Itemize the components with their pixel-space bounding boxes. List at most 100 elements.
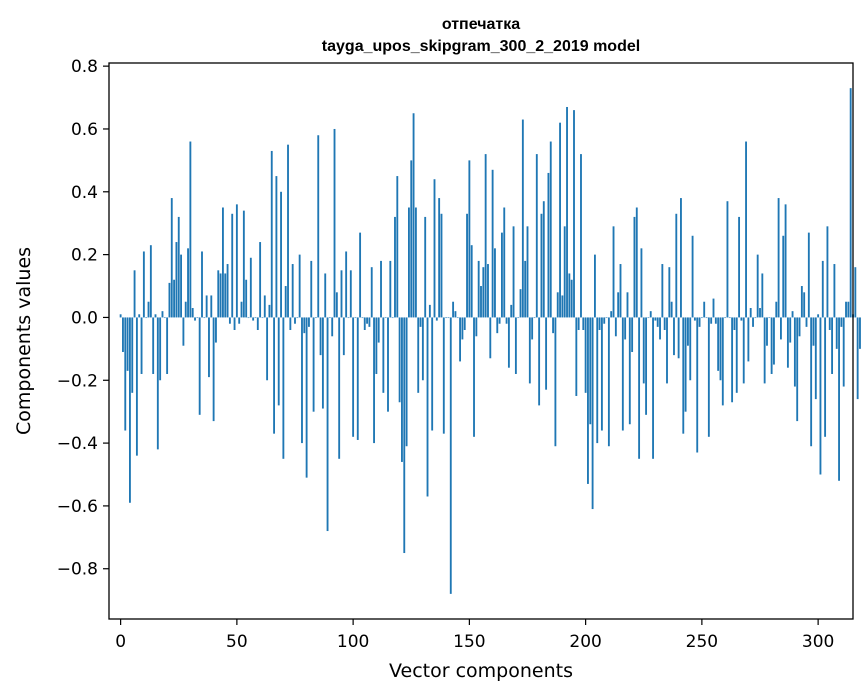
- bar: [538, 317, 541, 406]
- bar: [817, 314, 820, 318]
- bar: [380, 260, 382, 318]
- bar: [287, 144, 289, 318]
- bar: [566, 106, 568, 318]
- bar: [631, 317, 634, 352]
- bar: [689, 317, 692, 381]
- bar: [610, 311, 613, 318]
- bar: [535, 154, 538, 318]
- bar: [780, 317, 782, 340]
- bar: [505, 317, 508, 324]
- bar: [122, 317, 124, 352]
- bar: [605, 317, 608, 319]
- bar: [270, 150, 273, 318]
- bar: [763, 317, 766, 384]
- bar: [305, 317, 308, 478]
- bar: [154, 314, 157, 318]
- bar: [612, 226, 615, 318]
- bar: [324, 273, 327, 318]
- bar: [721, 317, 724, 406]
- bar: [268, 304, 271, 318]
- bar: [540, 213, 543, 318]
- bar: [470, 245, 473, 318]
- bar: [563, 226, 566, 318]
- y-tick-label: −0.2: [57, 371, 98, 391]
- bar: [345, 251, 348, 318]
- bar: [645, 317, 648, 415]
- bar: [321, 317, 324, 409]
- bar: [663, 317, 666, 330]
- bar: [447, 317, 450, 319]
- bar: [459, 317, 461, 362]
- bar: [617, 292, 620, 318]
- bar: [596, 317, 599, 444]
- bar: [489, 317, 492, 359]
- bar: [677, 317, 680, 359]
- bar: [280, 191, 282, 318]
- bar: [589, 317, 592, 425]
- bar: [138, 314, 141, 318]
- bar: [210, 295, 213, 318]
- bar: [375, 317, 378, 374]
- bar: [793, 317, 796, 387]
- bar: [591, 317, 594, 510]
- bar: [735, 317, 738, 393]
- bar: [368, 317, 371, 327]
- bar: [545, 317, 548, 390]
- bar: [552, 317, 555, 334]
- bar: [682, 317, 685, 434]
- bar: [775, 301, 778, 318]
- bar: [468, 160, 471, 318]
- y-tick-label: 0.6: [71, 120, 98, 140]
- bar: [752, 317, 754, 327]
- bar: [633, 216, 636, 318]
- bar: [680, 198, 682, 318]
- x-tick-label: 0: [115, 632, 126, 652]
- bar: [728, 317, 731, 319]
- bar: [424, 216, 427, 318]
- bar: [691, 235, 694, 318]
- bar: [352, 317, 355, 437]
- bar: [656, 317, 659, 327]
- bar: [159, 317, 162, 381]
- bar: [714, 317, 717, 324]
- bar: [733, 317, 736, 330]
- bar: [496, 317, 499, 334]
- bar: [756, 254, 759, 318]
- bar: [494, 248, 496, 318]
- bar: [782, 235, 785, 318]
- bar: [742, 317, 745, 384]
- bar: [568, 273, 571, 318]
- bar: [784, 204, 787, 318]
- bar: [433, 179, 436, 318]
- bar: [466, 213, 468, 318]
- bar: [626, 292, 629, 318]
- bar: [333, 128, 336, 318]
- bar: [440, 213, 443, 318]
- bar: [133, 270, 136, 318]
- bar: [391, 317, 394, 319]
- bar: [354, 317, 357, 319]
- bar: [166, 317, 169, 374]
- bar: [198, 317, 201, 415]
- bar: [296, 317, 299, 319]
- bar: [647, 317, 650, 319]
- bar: [319, 317, 322, 356]
- y-tick-label: −0.4: [57, 434, 98, 454]
- bar: [570, 279, 573, 318]
- bar: [173, 279, 176, 318]
- bar: [766, 317, 768, 346]
- bar: [514, 317, 517, 374]
- bar: [845, 301, 847, 318]
- bar: [194, 317, 196, 321]
- bar: [507, 317, 510, 368]
- bar: [326, 317, 329, 532]
- bar: [147, 301, 150, 318]
- bar: [177, 216, 180, 318]
- y-tick-label: 0.4: [71, 183, 98, 203]
- bar: [559, 122, 561, 318]
- bar: [412, 113, 415, 318]
- bar: [805, 317, 808, 327]
- bar: [161, 311, 164, 318]
- bar: [356, 317, 359, 440]
